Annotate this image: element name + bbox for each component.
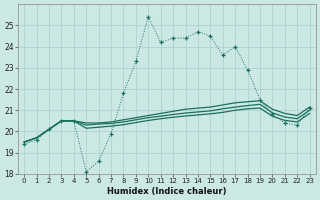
X-axis label: Humidex (Indice chaleur): Humidex (Indice chaleur)	[107, 187, 227, 196]
